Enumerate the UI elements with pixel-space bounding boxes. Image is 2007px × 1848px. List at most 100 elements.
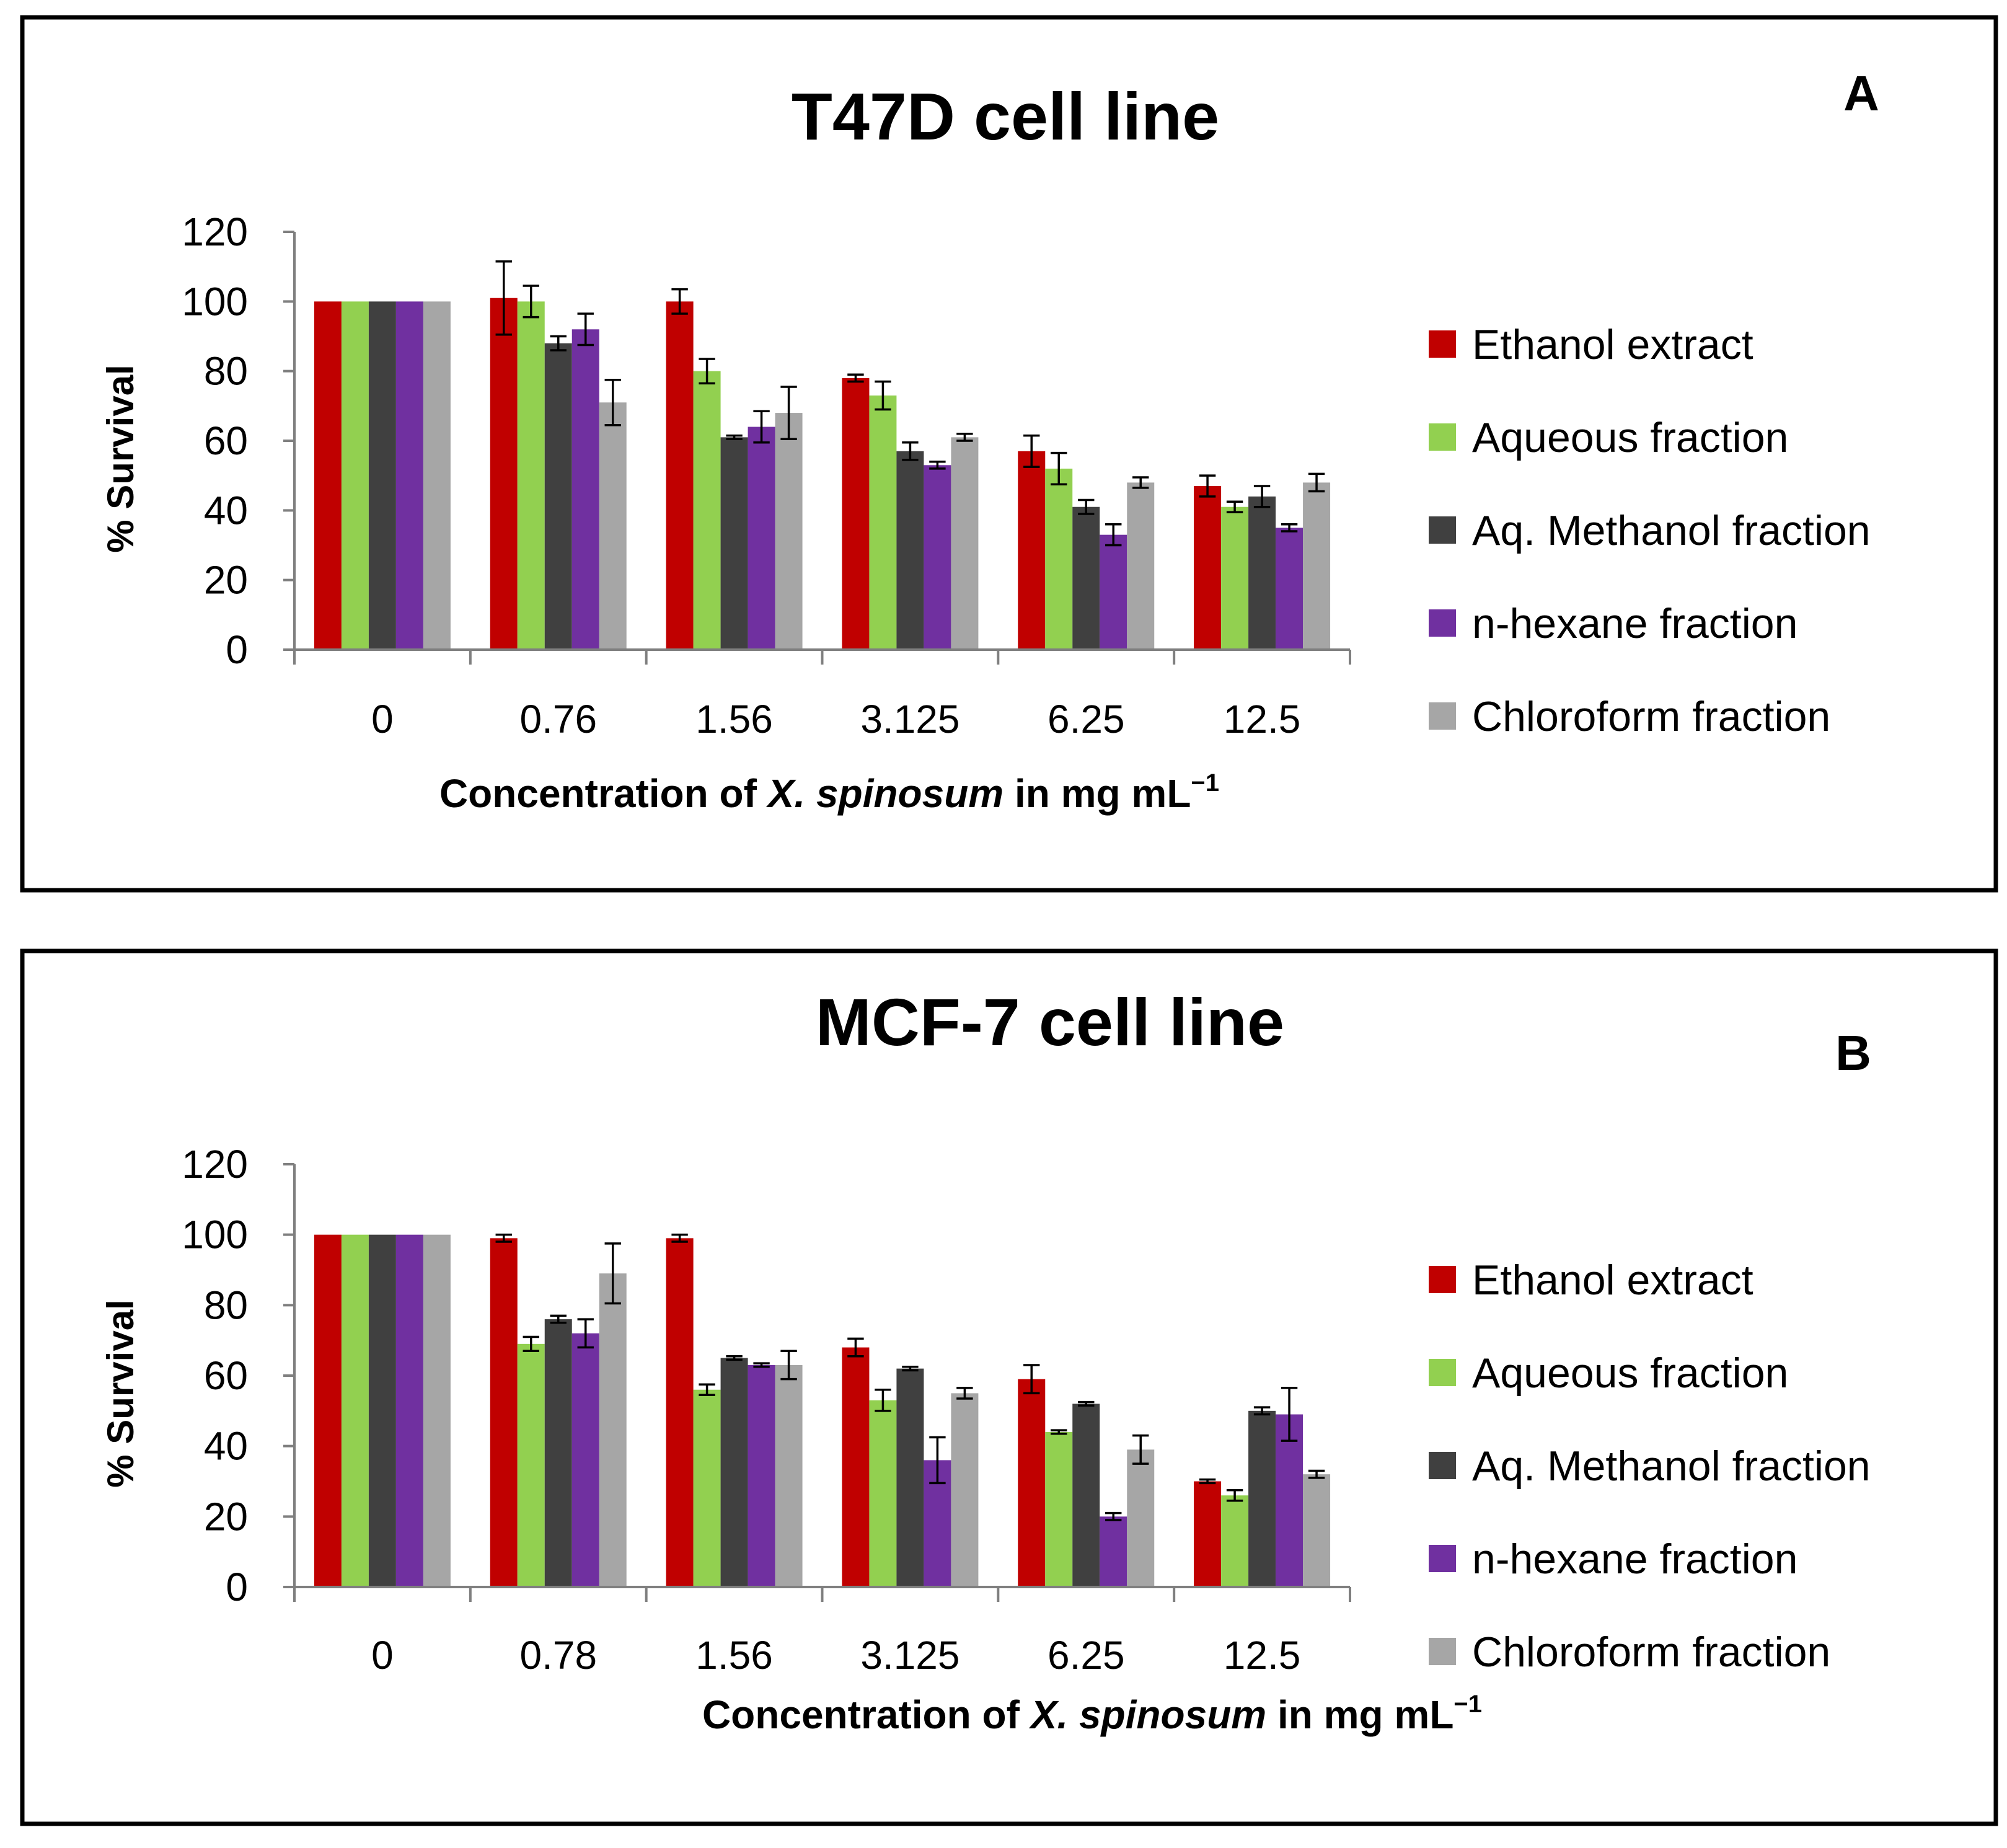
error-bar [495,260,512,336]
chart-b-plot: 0 20 40 60 80 100 120 0 0.78 1.56 3.125 6.25 12.5 [182,1142,1351,1678]
legend-swatch [1429,1545,1456,1572]
x-tick-label: 3.125 [860,697,959,741]
y-tick-label: 40 [204,488,248,533]
bar [1303,482,1331,650]
error-bar [1253,485,1271,508]
x-tick-label: 0.78 [519,1633,597,1678]
bar [341,301,369,650]
bar [1100,534,1127,650]
error-bar [929,1436,946,1485]
bar [842,378,870,650]
error-bar [726,1355,743,1361]
x-tick-label: 0 [371,697,394,741]
chart-b-panel-label: B [1835,1025,1871,1081]
bar [423,1234,451,1587]
legend-label: Aqueous fraction [1472,1350,1788,1397]
legend-swatch [1429,1266,1456,1293]
error-bar [1226,1488,1243,1502]
error-bar [929,460,946,470]
x-tick-label: 12.5 [1224,697,1301,741]
bar [720,437,748,650]
legend-label: n-hexane fraction [1472,1536,1797,1583]
bar [1303,1474,1331,1587]
error-bar [726,434,743,440]
legend-label: n-hexane fraction [1472,600,1797,647]
xlabel-b-species: X. spinosum [1029,1692,1267,1737]
error-bar [1281,1387,1298,1442]
error-bar [1308,472,1325,493]
error-bar [1051,1429,1067,1435]
error-bar [1105,1511,1122,1521]
legend-label: Aq. Methanol fraction [1472,507,1871,554]
bar [1100,1516,1127,1587]
y-tick-label: 0 [226,627,248,672]
bar [693,371,721,650]
chart-a-plot: 0 20 40 60 80 100 120 0 0.76 1.56 3.125 6.25 12.5 [182,210,1351,741]
xlabel-b-part1: Concentration of [702,1692,1031,1737]
legend-swatch [1429,1359,1456,1386]
chart-a-panel-label: A [1843,66,1879,121]
bar [924,465,951,650]
bar [896,451,924,650]
error-bar [780,386,797,440]
error-bar [780,1350,797,1381]
bar [1248,496,1276,650]
error-bar [1105,523,1122,547]
bar [1194,486,1222,650]
bar [490,1238,518,1587]
legend-swatch [1429,516,1456,544]
chart-a-legend: Ethanol extract Aqueous fraction Aq. Metha… [1429,321,1871,740]
bar [368,301,396,650]
bar [666,301,694,650]
bar [869,395,897,650]
bar [314,301,342,650]
error-bar [1132,476,1149,489]
bar [748,427,775,650]
bar [951,437,979,650]
legend-swatch [1429,1452,1456,1479]
legend-label: Aq. Methanol fraction [1472,1443,1871,1490]
y-tick-label: 120 [182,1142,248,1187]
bar [341,1234,369,1587]
error-bar [1253,1406,1271,1416]
bar [666,1238,694,1587]
panel-b: MCF-7 cell line B % Survival Concentrati… [0,934,2007,1845]
chart-a-svg: T47D cell line A % Survival Concentratio… [20,15,1998,893]
y-tick-label: 60 [204,418,248,463]
y-tick-label: 120 [182,210,248,254]
bar [1276,528,1303,650]
chart-b-ylabel: % Survival [100,1299,141,1488]
y-tick-label: 20 [204,1494,248,1539]
error-bar [847,373,864,383]
xlabel-a-part1: Concentration of [439,771,768,816]
error-bar [671,288,688,315]
legend-label: Aqueous fraction [1472,414,1788,461]
x-tick-label: 0.76 [519,697,597,741]
xlabel-a-exponent: −1 [1191,769,1219,797]
error-bar [604,378,621,427]
bar [693,1389,721,1587]
error-bar [1051,451,1067,485]
xlabel-a-species: X. spinosum [766,771,1004,816]
bar [896,1368,924,1587]
legend-label: Ethanol extract [1472,321,1753,368]
x-tick-label: 1.56 [695,1633,773,1678]
error-bar [1199,1478,1216,1485]
x-tick-label: 6.25 [1048,1633,1125,1678]
x-tick-label: 0 [371,1633,394,1678]
bar [1127,482,1155,650]
bar [368,1234,396,1587]
bar [395,301,423,650]
error-bar [495,1233,512,1243]
xlabel-b-part3: in mg mL [1266,1692,1453,1737]
y-tick-label: 100 [182,279,248,324]
bar [544,1319,572,1587]
chart-a-title: T47D cell line [792,79,1219,154]
error-bar [1132,1434,1149,1465]
bar [517,1343,545,1587]
error-bar [1023,1364,1040,1395]
bar [1194,1481,1222,1587]
bar [490,298,518,650]
error-bar [956,433,973,442]
error-bar [671,1233,688,1243]
